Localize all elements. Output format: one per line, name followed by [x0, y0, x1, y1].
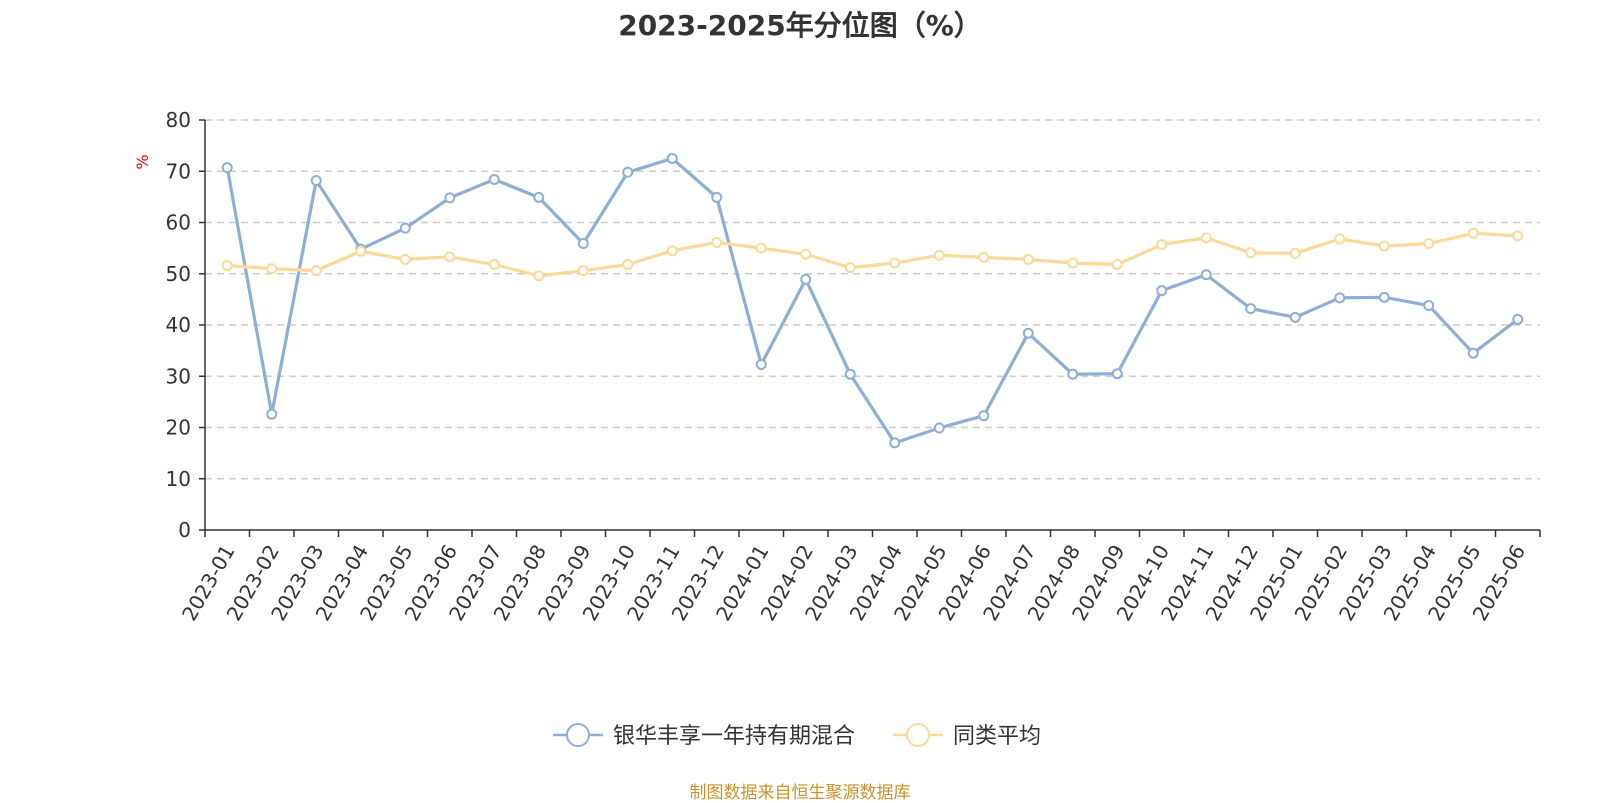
point-s0-2024-06 [978, 410, 990, 422]
point-s0-2025-04 [1423, 300, 1435, 312]
grid-lines [205, 119, 1540, 480]
point-s1-2024-04 [889, 257, 901, 269]
y-tick-label-80: 80 [166, 108, 191, 132]
point-s1-2025-05 [1467, 227, 1479, 239]
legend: 银华丰享一年持有期混合 同类平均 [553, 723, 1041, 749]
point-s0-2025-05 [1467, 347, 1479, 359]
point-s0-2024-08 [1067, 368, 1079, 380]
point-s1-2023-07 [488, 259, 500, 271]
point-s0-2024-01 [755, 358, 767, 370]
y-tick-label-60: 60 [166, 211, 191, 235]
point-s1-2023-11 [666, 245, 678, 257]
point-s1-2024-10 [1156, 239, 1168, 251]
y-tick-label-20: 20 [166, 416, 191, 440]
point-s1-2023-08 [533, 270, 545, 282]
point-s1-2024-11 [1200, 232, 1212, 244]
point-s1-2024-05 [933, 249, 945, 261]
point-s0-2023-12 [711, 191, 723, 203]
y-tick-label-40: 40 [166, 313, 191, 337]
point-s0-2024-12 [1245, 303, 1257, 315]
point-s0-2023-06 [444, 192, 456, 204]
point-s1-2023-10 [622, 259, 634, 271]
source-note: 制图数据来自恒生聚源数据库 [689, 783, 911, 803]
point-s1-2024-06 [978, 251, 990, 263]
point-s0-2025-03 [1378, 291, 1390, 303]
point-s0-2023-11 [666, 152, 678, 164]
point-s0-2023-03 [310, 174, 322, 186]
point-s1-2025-02 [1334, 233, 1346, 245]
y-tick-label-70: 70 [166, 159, 191, 183]
point-s1-2025-04 [1423, 238, 1435, 250]
point-s1-2025-06 [1512, 230, 1524, 242]
point-s0-2024-02 [800, 273, 812, 285]
point-s0-2024-10 [1156, 285, 1168, 297]
series-line-0 [225, 156, 1519, 445]
point-s0-2024-05 [933, 422, 945, 434]
point-s0-2024-04 [889, 437, 901, 449]
point-s1-2024-09 [1111, 259, 1123, 271]
point-s0-2025-06 [1512, 313, 1524, 325]
point-s1-2024-02 [800, 248, 812, 260]
point-s0-2023-02 [266, 408, 278, 420]
point-s1-2023-05 [399, 253, 411, 265]
point-s0-2023-05 [399, 222, 411, 234]
point-s1-2023-12 [711, 236, 723, 248]
axes: 01020304050607080%2023-012023-022023-032… [133, 108, 1541, 625]
point-s1-2024-03 [844, 262, 856, 274]
point-s0-2024-09 [1111, 368, 1123, 380]
point-s0-2024-07 [1022, 327, 1034, 339]
point-s0-2025-01 [1289, 311, 1301, 323]
legend-label-0: 银华丰享一年持有期混合 [613, 724, 855, 749]
y-tick-label-30: 30 [166, 364, 191, 388]
point-s1-2023-06 [444, 251, 456, 263]
series-lines [221, 152, 1524, 449]
point-s0-2023-09 [577, 238, 589, 250]
point-s1-2023-03 [310, 265, 322, 277]
y-tick-label-50: 50 [166, 262, 191, 286]
point-s1-2023-09 [577, 265, 589, 277]
point-s1-2025-03 [1378, 240, 1390, 252]
point-s1-2023-01 [221, 260, 233, 272]
y-tick-label-10: 10 [166, 467, 191, 491]
chart-title: 2023-2025年分位图（%） [618, 9, 982, 42]
point-s0-2024-11 [1200, 269, 1212, 281]
y-tick-label-0: 0 [178, 518, 191, 542]
point-s1-2024-08 [1067, 257, 1079, 269]
point-s1-2023-04 [355, 245, 367, 257]
point-s1-2024-07 [1022, 253, 1034, 265]
point-s0-2023-01 [221, 162, 233, 174]
point-s1-2025-01 [1289, 247, 1301, 259]
point-s0-2023-08 [533, 191, 545, 203]
legend-marker-1 [906, 723, 930, 747]
point-s0-2023-07 [488, 173, 500, 185]
point-s0-2023-10 [622, 166, 634, 178]
legend-label-1: 同类平均 [953, 724, 1041, 749]
point-s1-2024-12 [1245, 247, 1257, 259]
point-s1-2024-01 [755, 242, 767, 254]
point-s1-2023-02 [266, 263, 278, 275]
legend-marker-0 [566, 723, 590, 747]
series-line-1 [227, 231, 1518, 278]
point-s0-2024-03 [844, 368, 856, 380]
y-axis-unit-label: % [133, 154, 152, 169]
point-s0-2025-02 [1334, 292, 1346, 304]
